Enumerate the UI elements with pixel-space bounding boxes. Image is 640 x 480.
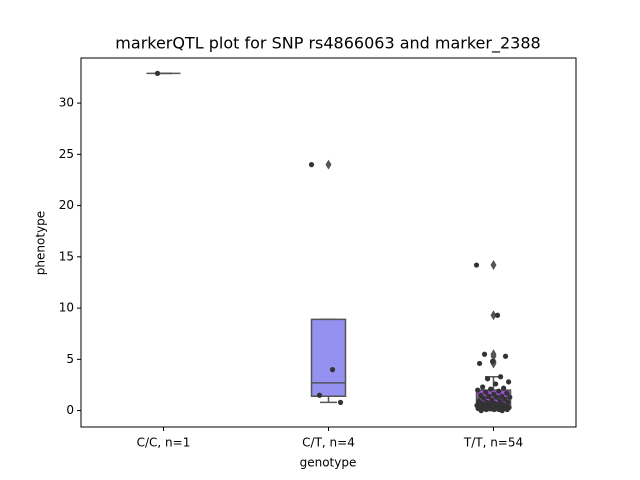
- point: [504, 406, 510, 413]
- point: [486, 393, 492, 399]
- point: [481, 395, 487, 401]
- point: [154, 70, 161, 76]
- point: [483, 406, 489, 413]
- point: [316, 392, 323, 398]
- point: [496, 388, 502, 394]
- point: [488, 386, 494, 392]
- point: [480, 384, 486, 390]
- point: [507, 394, 513, 400]
- point: [476, 360, 483, 367]
- x-tick-label: T/T, n=54: [463, 436, 523, 450]
- box: [310, 318, 347, 397]
- point: [329, 367, 336, 373]
- point: [475, 387, 481, 393]
- point: [502, 353, 509, 359]
- point: [481, 351, 488, 357]
- y-tick-label: 10: [59, 301, 74, 315]
- point: [494, 394, 500, 400]
- plot-frame: [80, 57, 577, 428]
- outlier: [490, 310, 497, 321]
- y-tick-label: 15: [59, 249, 74, 263]
- point: [501, 385, 507, 391]
- point: [497, 374, 504, 380]
- point: [483, 389, 489, 395]
- y-tick-label: 20: [59, 198, 74, 212]
- y-axis-label: phenotype: [34, 211, 48, 275]
- outlier: [325, 159, 332, 170]
- point: [337, 399, 344, 405]
- point: [484, 376, 491, 382]
- point: [473, 262, 480, 268]
- point: [506, 379, 512, 385]
- outlier: [490, 351, 497, 362]
- y-tick-label: 5: [66, 352, 74, 366]
- outlier: [490, 260, 497, 271]
- y-tick-label: 0: [66, 403, 74, 417]
- x-tick-label: C/T, n=4: [302, 436, 355, 450]
- point: [308, 162, 315, 168]
- chart-title: markerQTL plot for SNP rs4866063 and mar…: [115, 34, 540, 54]
- x-axis-label: genotype: [300, 456, 357, 470]
- point: [499, 408, 505, 414]
- point: [505, 399, 511, 405]
- point: [493, 381, 499, 387]
- x-tick-label: C/C, n=1: [137, 436, 191, 450]
- point: [478, 408, 484, 414]
- point: [489, 358, 496, 364]
- point: [491, 406, 497, 413]
- y-tick-label: 25: [59, 147, 74, 161]
- point: [504, 390, 510, 396]
- point: [494, 312, 501, 318]
- y-tick-label: 30: [59, 96, 74, 110]
